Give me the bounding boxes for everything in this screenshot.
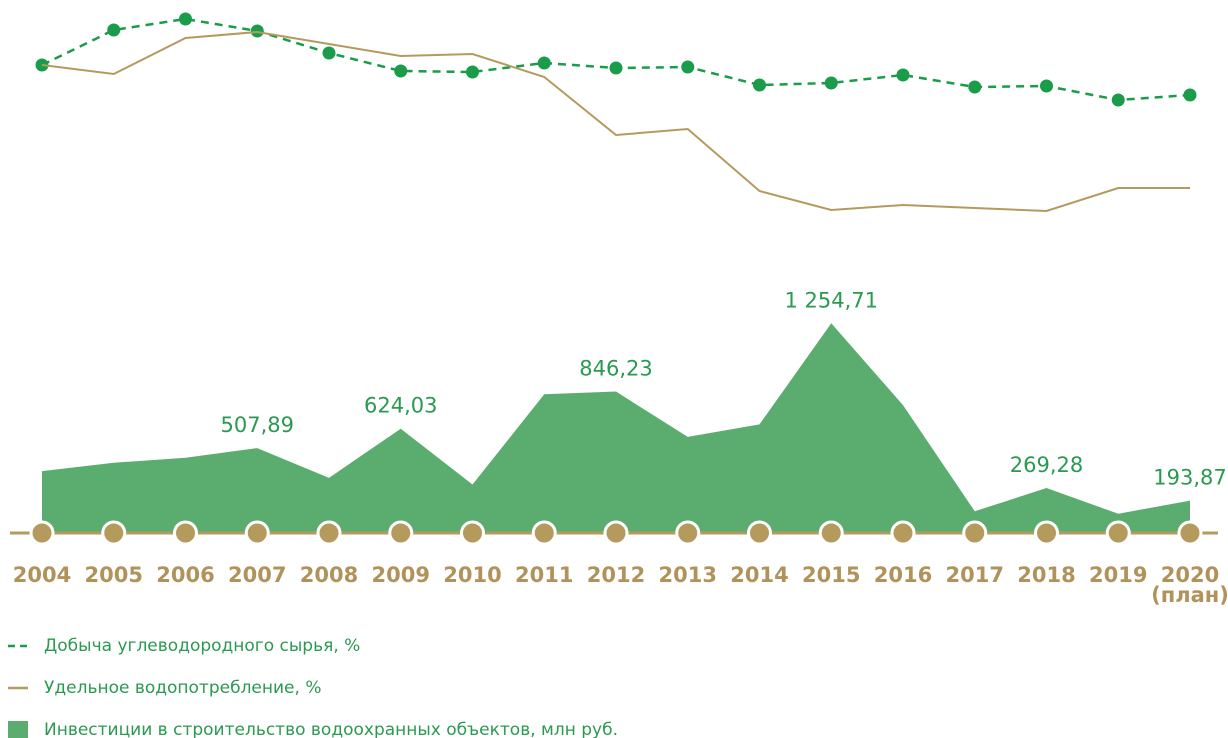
x-tick-label: 2013 [659, 563, 717, 587]
x-tick-label: 2008 [300, 563, 358, 587]
x-tick-label: 2004 [13, 563, 71, 587]
point [824, 76, 838, 90]
x-tick-label: 2007 [228, 563, 286, 587]
year-dot [173, 520, 198, 546]
x-tick-note: (план) [1151, 583, 1228, 607]
year-dot [747, 520, 772, 546]
point [1111, 93, 1125, 107]
value-label: 269,28 [1010, 453, 1083, 477]
point [179, 12, 192, 26]
value-label: 193,87 [1153, 466, 1226, 490]
point [394, 64, 408, 78]
x-tick-label: 2012 [587, 563, 645, 587]
x-tick-label: 2005 [85, 563, 143, 587]
x-tick-label: 2019 [1089, 563, 1147, 587]
year-dot [675, 520, 701, 546]
value-label: 624,03 [364, 394, 437, 418]
year-dot [1105, 520, 1131, 546]
value-label: 507,89 [221, 413, 294, 437]
point [609, 61, 623, 75]
x-tick-label: 2006 [156, 563, 214, 587]
x-tick-label: 2017 [946, 563, 1004, 587]
line [41, 30, 1190, 213]
x-tick-label: 2016 [874, 563, 932, 587]
value-label: 846,23 [579, 357, 652, 381]
x-tick-label: 2011 [515, 563, 573, 587]
point [466, 65, 479, 79]
year-dot [1177, 520, 1203, 546]
legend-swatch [8, 721, 28, 738]
year-dot [962, 520, 988, 546]
point [322, 46, 336, 60]
point [537, 56, 551, 70]
value-label: 1 254,71 [784, 288, 878, 312]
x-tick-label: 2014 [730, 563, 788, 587]
x-tick-label: 2020 [1161, 563, 1219, 587]
year-dot [101, 520, 127, 546]
year-dot [1034, 520, 1059, 546]
year-dot [531, 520, 557, 546]
year-dot [890, 520, 916, 546]
point [896, 68, 910, 82]
year-dot [388, 520, 414, 546]
legend-label: Удельное водопотребление, % [44, 678, 321, 698]
year-dot [29, 520, 55, 546]
x-tick-label: 2010 [443, 563, 501, 587]
point [968, 80, 982, 94]
point [753, 78, 766, 92]
point [1183, 88, 1197, 102]
year-dot [603, 520, 629, 546]
legend-label: Добыча углеводородного сырья, % [44, 636, 360, 656]
line [41, 17, 1191, 102]
point [107, 23, 121, 37]
year-dot [460, 520, 485, 546]
x-tick-label: 2018 [1017, 563, 1075, 587]
x-tick-label: 2015 [802, 563, 860, 587]
year-dot [316, 520, 342, 546]
point [1040, 79, 1053, 93]
year-dot [818, 520, 844, 546]
point [681, 60, 695, 74]
area [42, 323, 1190, 533]
x-tick-label: 2009 [372, 563, 430, 587]
legend-label: Инвестиции в строительство водоохранных … [44, 720, 618, 738]
year-dot [244, 520, 270, 546]
